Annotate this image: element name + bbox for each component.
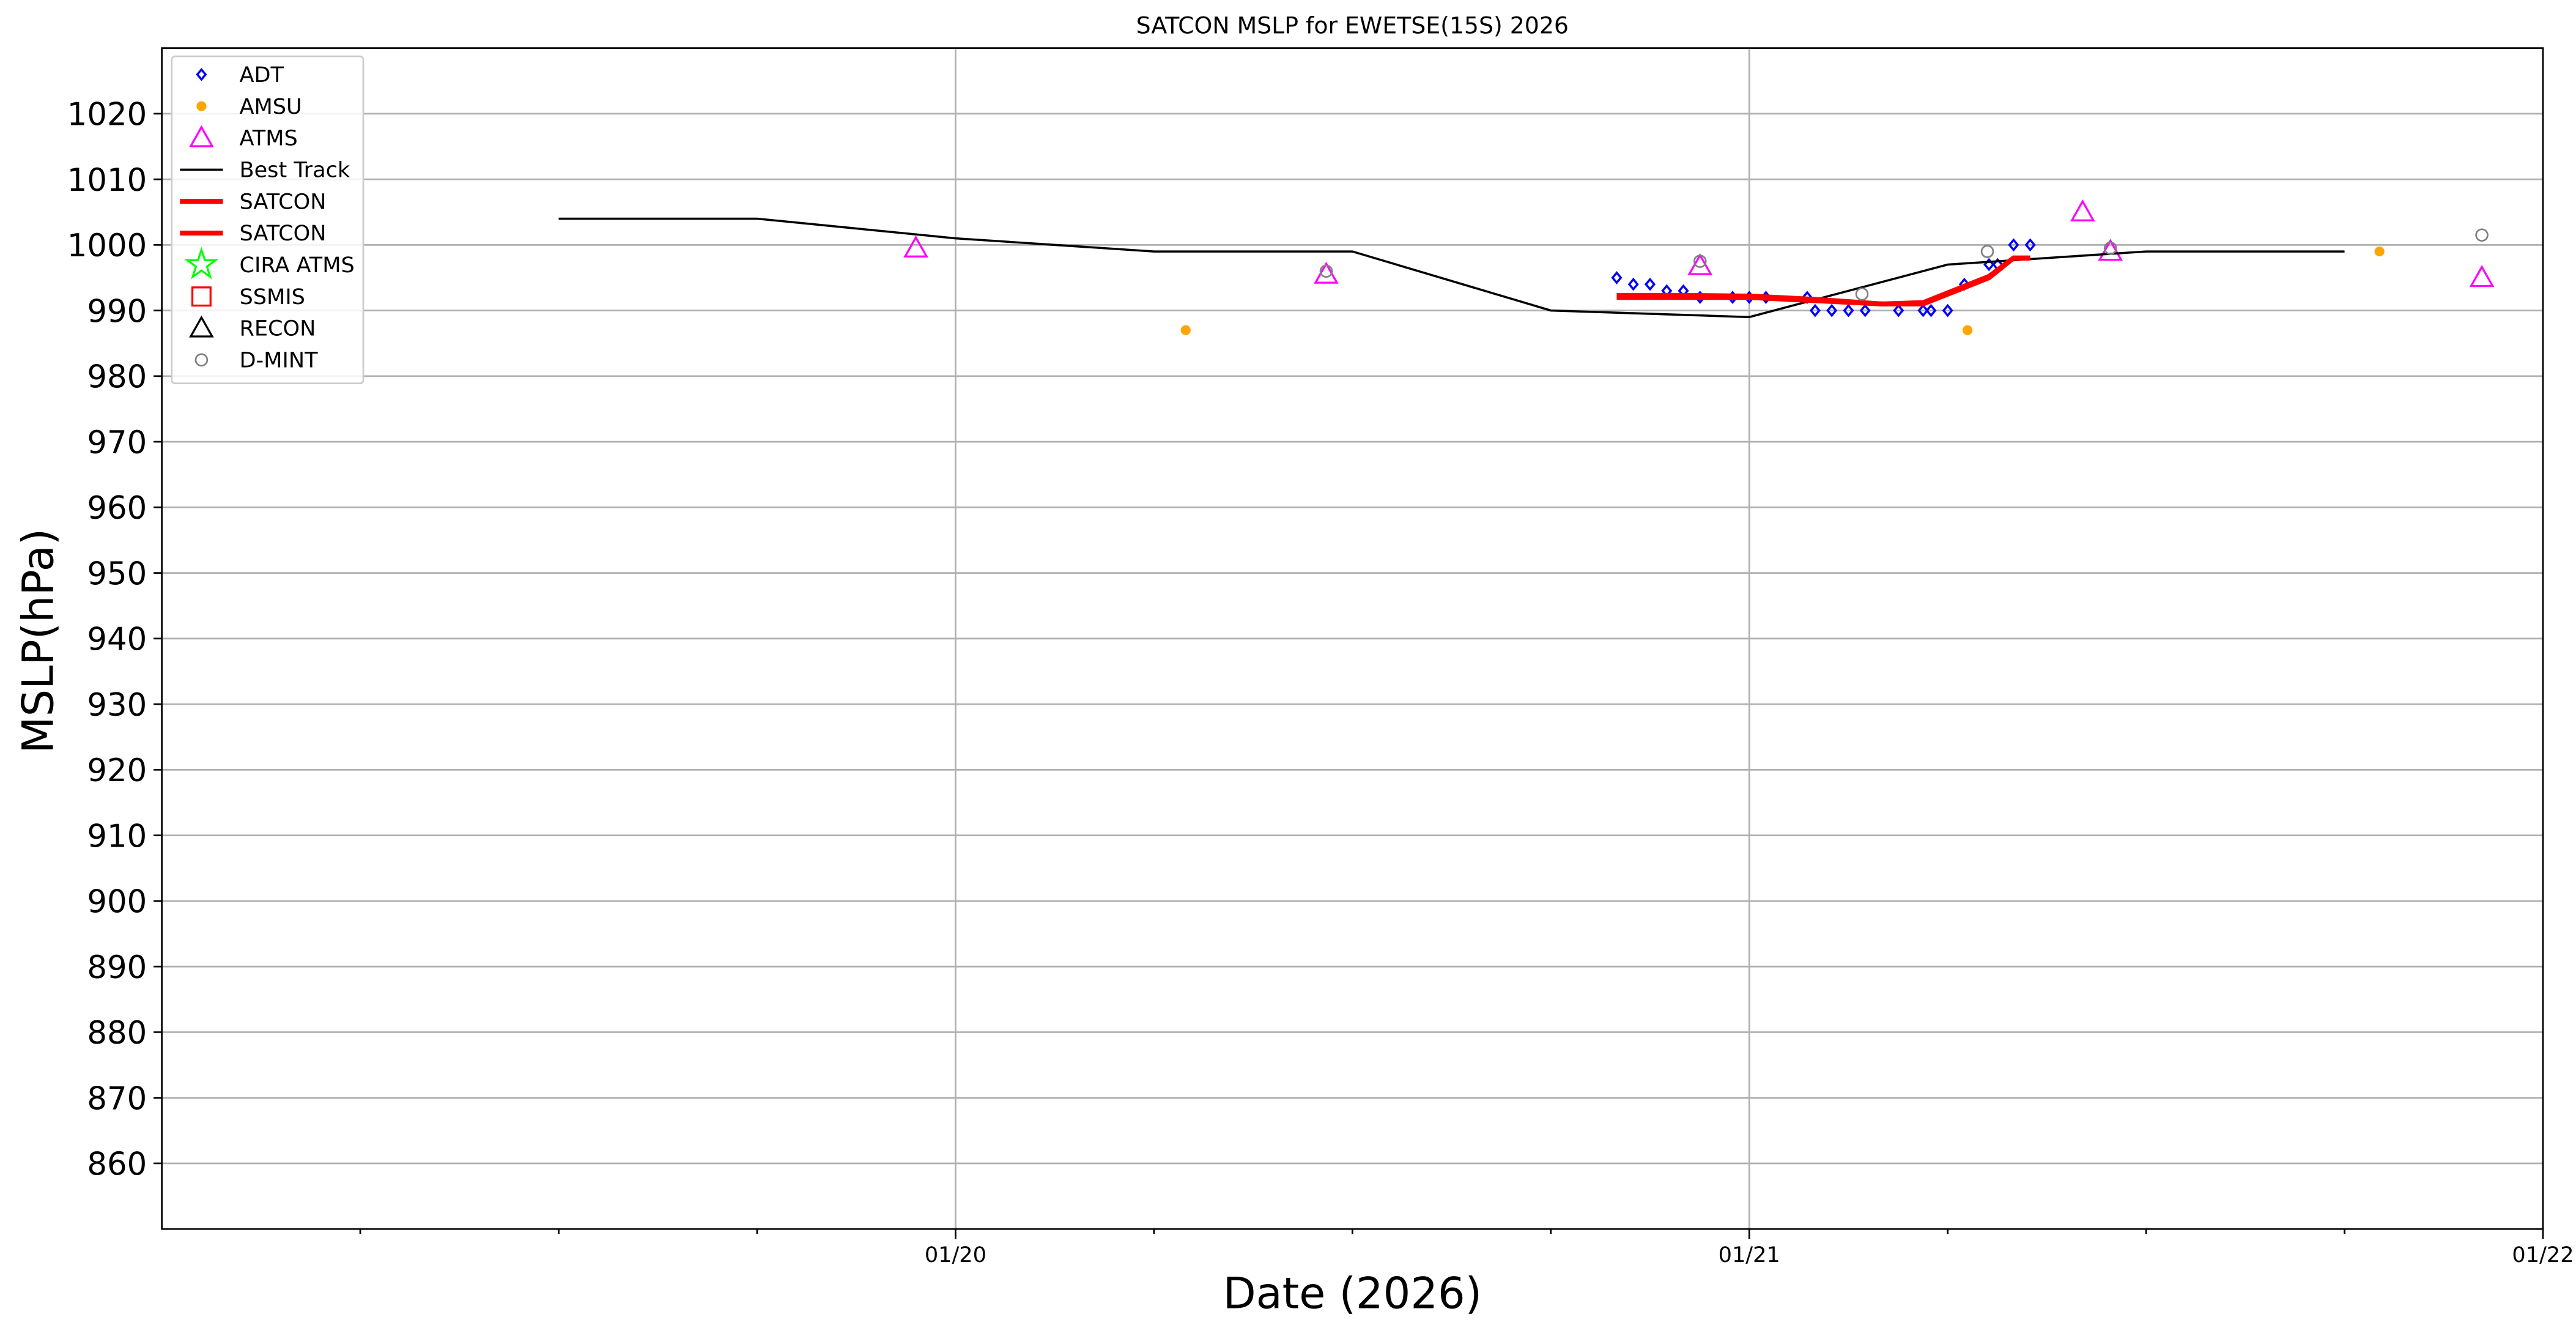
square-point (191, 286, 212, 307)
triangle-point (189, 315, 214, 338)
legend-label: SATCON (240, 221, 327, 246)
legend-label: D-MINT (240, 348, 319, 373)
y-tick-label: 990 (87, 294, 147, 330)
x-axis-label: Date (2026) (1223, 1269, 1482, 1319)
legend-label: ATMS (240, 126, 298, 151)
legend-box (171, 55, 365, 385)
legend-label: SSMIS (240, 284, 305, 310)
y-tick-label: 940 (87, 622, 147, 658)
point (196, 101, 207, 111)
y-tick-label: 970 (87, 425, 147, 461)
circle-point (1980, 245, 1994, 258)
y-tick-label: 860 (87, 1146, 147, 1183)
adt-point (1826, 303, 1838, 317)
legend-label: Best Track (240, 157, 350, 182)
triangle-point (903, 235, 928, 258)
adt-point (1859, 303, 1871, 317)
y-tick-label: 900 (87, 884, 147, 921)
legend-label: AMSU (240, 94, 302, 119)
y-tick-label: 870 (87, 1081, 147, 1118)
adt-point (1843, 303, 1854, 317)
y-tick-label: 910 (87, 818, 147, 855)
circle-point (194, 353, 209, 367)
y-tick-label: 980 (87, 359, 147, 396)
adt-point (1644, 277, 1656, 291)
series-line (558, 217, 2345, 319)
y-tick-label: 1010 (67, 162, 147, 199)
legend-label: RECON (240, 316, 316, 341)
triangle-point (1687, 253, 1713, 275)
adt-point (1611, 271, 1623, 284)
x-tick-label: 01/20 (925, 1242, 986, 1267)
adt-point (196, 67, 207, 81)
adt-point (1917, 303, 1929, 317)
y-tick-label: 890 (87, 949, 147, 986)
legend-label: SATCON (240, 189, 327, 214)
adt-point (1627, 277, 1639, 291)
circle-point (1855, 287, 1869, 301)
series-line (1616, 255, 2030, 306)
chart-title: SATCON MSLP for EWETSE(15S) 2026 (1136, 12, 1569, 39)
point (1962, 325, 1973, 335)
y-tick-label: 920 (87, 752, 147, 789)
x-tick-label: 01/22 (2512, 1242, 2574, 1267)
legend: ADT AMSU ATMS Best Track SATCON SATCON CIRA AT… (171, 55, 365, 385)
y-axis-label: MSLP(hPa) (13, 529, 63, 754)
adt-point (1942, 303, 1953, 317)
circle-point (2103, 241, 2117, 255)
star-point (184, 247, 219, 280)
adt-point (2008, 238, 2019, 252)
y-tick-label: 1000 (67, 228, 147, 264)
circle-point (1693, 254, 1707, 268)
adt-point (1925, 303, 1937, 317)
triangle-point (2098, 239, 2123, 261)
adt-point (1809, 303, 1821, 317)
plot-frame (161, 47, 2544, 1230)
y-tick-label: 1020 (67, 97, 147, 133)
circle-point (1319, 264, 1333, 278)
y-tick-label: 960 (87, 490, 147, 527)
x-tick-label: 01/21 (1719, 1242, 1780, 1267)
y-tick-label: 930 (87, 687, 147, 724)
y-tick-label: 880 (87, 1015, 147, 1052)
y-tick-label: 950 (87, 556, 147, 593)
legend-label: CIRA ATMS (240, 253, 355, 278)
adt-point (2024, 238, 2036, 252)
triangle-point (189, 125, 214, 147)
legend-label: ADT (240, 62, 284, 87)
circle-point (2475, 228, 2489, 242)
adt-point (1893, 303, 1904, 317)
plot-area (558, 199, 2495, 335)
point (2374, 246, 2385, 257)
triangle-point (2070, 199, 2095, 221)
triangle-point (1314, 261, 1339, 284)
triangle-point (2469, 265, 2495, 288)
point (1180, 325, 1191, 335)
